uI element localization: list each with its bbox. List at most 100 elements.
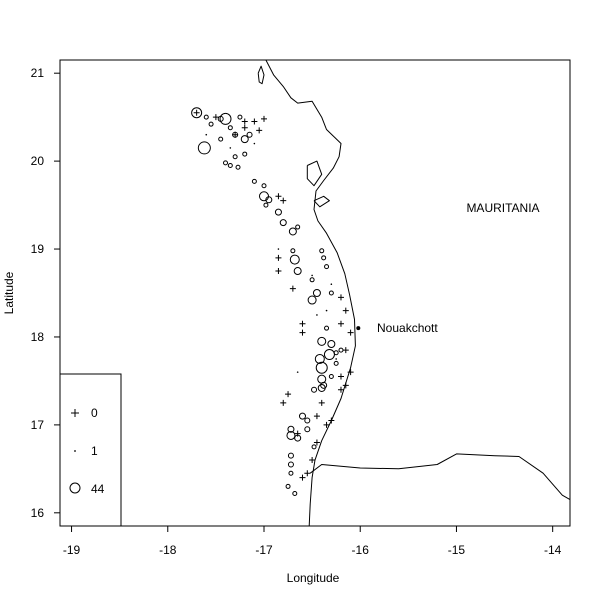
catch-point-circle (237, 114, 243, 120)
catch-point-zero (337, 320, 344, 327)
catch-point-circle (315, 361, 328, 374)
catch-point-zero (313, 413, 320, 420)
legend-label-44: 44 (91, 482, 105, 496)
catch-point-circle (203, 114, 209, 120)
catch-point-circle (319, 248, 325, 254)
island-outline (313, 195, 330, 208)
catch-point-circle (288, 227, 297, 236)
coastline-layer (257, 60, 570, 526)
catch-point-one (205, 133, 208, 136)
catch-point-circle (320, 381, 328, 389)
catch-point-zero (299, 329, 306, 336)
catch-point-circle (265, 196, 273, 204)
y-tick-label: 21 (31, 66, 45, 80)
catch-point-circle (311, 386, 318, 393)
catch-point-zero (261, 115, 267, 122)
catch-point-zero (289, 285, 296, 292)
catch-point-circle (197, 141, 211, 155)
catch-point-one (277, 248, 280, 250)
legend-label-0: 0 (91, 406, 98, 420)
catch-point-zero (347, 369, 354, 376)
legend-box (59, 373, 122, 527)
catch-point-circle (263, 202, 269, 208)
catch-point-circle (317, 383, 326, 392)
x-tick-label: -17 (255, 543, 273, 557)
catch-point-circle (218, 136, 224, 142)
catch-point-circle (295, 224, 301, 230)
catch-point-circle (240, 135, 249, 144)
catch-point-circle (294, 434, 302, 442)
catch-point-zero (328, 417, 335, 424)
catch-point-zero (337, 373, 344, 380)
catch-point-circle (246, 131, 253, 138)
catch-point-circle (292, 490, 298, 496)
catch-point-circle (312, 289, 321, 297)
x-tick-label: -16 (352, 543, 370, 557)
catch-point-zero (304, 470, 311, 477)
catch-point-zero (299, 474, 306, 481)
points-layer (191, 107, 354, 496)
catch-point-circle (328, 290, 334, 296)
catch-point-circle (208, 121, 214, 127)
senegal-river-border (309, 453, 570, 501)
legend-label-1: 1 (91, 444, 98, 458)
catch-point-circle (191, 107, 203, 119)
y-tick-label: 18 (31, 330, 45, 344)
catch-point-circle (227, 163, 233, 169)
catch-point-zero (342, 307, 349, 314)
catch-point-one (335, 358, 337, 360)
catch-point-circle (304, 426, 311, 433)
catch-point-zero (313, 439, 320, 446)
catch-point-circle (311, 444, 317, 450)
catch-point-circle (242, 151, 248, 157)
catch-point-circle (290, 248, 296, 254)
catch-point-zero (275, 268, 282, 275)
catch-point-circle (289, 254, 300, 265)
catch-point-one (253, 142, 256, 145)
x-tick-label: -18 (159, 543, 177, 557)
catch-point-circle (298, 412, 306, 420)
x-tick-label: -19 (63, 543, 81, 557)
catch-point-zero (318, 399, 325, 406)
catch-point-circle (333, 360, 339, 366)
catch-point-circle (251, 178, 257, 184)
plot-frame (59, 59, 571, 527)
catch-point-zero (280, 197, 287, 204)
catch-point-zero (294, 430, 301, 437)
catch-point-zero (212, 114, 219, 121)
catch-point-zero (342, 382, 349, 389)
city-point (356, 326, 361, 331)
catch-point-circle (261, 183, 267, 189)
catch-point-zero (275, 193, 282, 200)
catch-point-zero (241, 118, 248, 125)
catch-point-one (325, 309, 328, 312)
island-outline (257, 65, 265, 85)
y-tick-label: 20 (31, 154, 45, 168)
catch-point-circle (314, 353, 325, 364)
catch-point-circle (285, 483, 291, 489)
city-label: Nouakchott (377, 321, 438, 335)
catch-point-circle (293, 267, 302, 276)
y-tick-label: 19 (31, 242, 45, 256)
legend: 0 1 44 (59, 373, 122, 527)
catch-point-circle (324, 264, 330, 270)
catch-point-circle (259, 191, 269, 202)
catch-point-circle (333, 350, 339, 356)
catch-point-zero (193, 109, 200, 116)
island-outline (306, 160, 323, 187)
catch-point-circle (235, 164, 241, 170)
catch-point-circle (323, 349, 335, 361)
catch-point-circle (324, 325, 330, 331)
catch-point-one (330, 283, 333, 286)
catch-point-circle (338, 347, 344, 353)
x-tick-label: -14 (544, 543, 562, 557)
catch-point-zero (299, 320, 306, 327)
catch-point-circle (286, 430, 296, 440)
catch-point-one (316, 314, 318, 316)
catch-point-circle (227, 125, 233, 131)
catch-point-circle (328, 374, 334, 380)
catch-point-one (229, 147, 232, 149)
catch-point-circle (232, 131, 239, 138)
catch-point-circle (321, 255, 327, 261)
catch-point-circle (287, 425, 295, 433)
